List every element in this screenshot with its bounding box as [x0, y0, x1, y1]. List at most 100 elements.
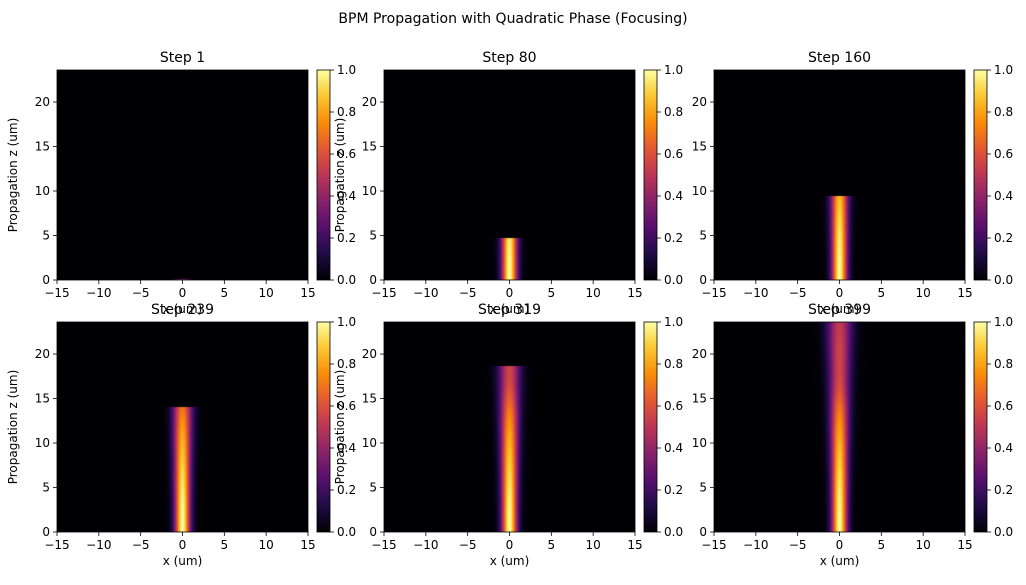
y-tick-label: 20 — [35, 347, 50, 361]
y-tick-label: 5 — [699, 229, 707, 243]
y-tick-label: 5 — [42, 481, 50, 495]
colorbar — [643, 321, 658, 533]
y-tick-label: 15 — [362, 392, 377, 406]
heatmap-image — [57, 322, 308, 532]
x-tick-label: −10 — [743, 286, 768, 300]
colorbar-tick-label: 0.0 — [664, 273, 683, 287]
y-tick-label: 0 — [699, 525, 707, 539]
x-axis-label: x (um) — [820, 302, 860, 316]
y-tick-label: 20 — [692, 95, 707, 109]
colorbar-tick-label: 0.6 — [664, 399, 683, 413]
colorbar-tick-label: 1.0 — [337, 315, 356, 329]
y-axis-label: Propagation z (um) — [333, 370, 347, 485]
x-tick-label: 15 — [300, 538, 315, 552]
x-tick-label: −15 — [44, 286, 69, 300]
y-axis-label: Propagation z (um) — [333, 118, 347, 233]
y-tick-label: 5 — [42, 229, 50, 243]
colorbar-tick-label: 1.0 — [664, 315, 683, 329]
x-axis-label: x (um) — [490, 554, 530, 568]
heatmap-image — [384, 322, 635, 532]
colorbar-tick-label: 0.6 — [664, 147, 683, 161]
x-tick-label: 5 — [548, 538, 556, 552]
colorbar — [973, 321, 988, 533]
x-tick-label: −10 — [86, 286, 111, 300]
x-tick-label: 10 — [916, 286, 931, 300]
colorbar-tick-label: 0.2 — [994, 483, 1013, 497]
colorbar-tick-label: 0.0 — [664, 525, 683, 539]
colorbar-tick-label: 0.8 — [664, 105, 683, 119]
x-tick-label: −15 — [44, 538, 69, 552]
colorbar-tick-label: 0.2 — [337, 231, 356, 245]
subplot-4: Step 239 −15 −10 −5 0 5 10 15 0 5 10 15 20 x (um) Prop… — [6, 302, 356, 568]
y-tick-label: 20 — [362, 347, 377, 361]
colorbar-tick-label: 0.6 — [994, 147, 1013, 161]
colorbar — [643, 69, 658, 281]
x-tick-label: −5 — [789, 286, 807, 300]
x-tick-label: 10 — [259, 286, 274, 300]
y-tick-label: 0 — [369, 273, 377, 287]
colorbar-tick-label: 1.0 — [337, 63, 356, 77]
colorbar-tick-label: 0.0 — [994, 525, 1013, 539]
heatmap-image — [714, 70, 965, 280]
x-axis-label: x (um) — [163, 554, 203, 568]
subplot-title: Step 399 — [808, 302, 871, 318]
subplot-title: Step 80 — [482, 50, 536, 66]
y-tick-label: 10 — [35, 184, 50, 198]
y-tick-label: 20 — [362, 95, 377, 109]
heatmap-image — [714, 322, 965, 532]
colorbar-tick-label: 1.0 — [994, 63, 1013, 77]
x-tick-label: 15 — [627, 286, 642, 300]
x-tick-label: −15 — [701, 538, 726, 552]
colorbar-tick-label: 0.0 — [994, 273, 1013, 287]
colorbar-tick-label: 1.0 — [664, 63, 683, 77]
colorbar-tick-label: 0.2 — [337, 483, 356, 497]
colorbar-tick-label: 0.8 — [337, 357, 356, 371]
x-tick-label: 10 — [586, 538, 601, 552]
heatmap-image — [384, 70, 635, 280]
subplot-title: Step 160 — [808, 50, 871, 66]
x-tick-label: −10 — [413, 286, 438, 300]
x-tick-label: −15 — [371, 538, 396, 552]
colorbar-tick-label: 0.8 — [664, 357, 683, 371]
y-tick-label: 10 — [692, 436, 707, 450]
colorbar-tick-label: 0.6 — [337, 147, 356, 161]
colorbar — [316, 69, 331, 281]
x-tick-label: 5 — [878, 538, 886, 552]
colorbar-tick-label: 1.0 — [994, 315, 1013, 329]
figure-title: BPM Propagation with Quadratic Phase (Fo… — [338, 11, 687, 27]
colorbar-tick-label: 0.4 — [337, 441, 356, 455]
y-tick-label: 10 — [692, 184, 707, 198]
colorbar-tick-label: 0.4 — [994, 189, 1013, 203]
x-tick-label: 5 — [878, 286, 886, 300]
colorbar-tick-label: 0.4 — [664, 441, 683, 455]
x-tick-label: 0 — [506, 286, 514, 300]
x-tick-label: −15 — [701, 286, 726, 300]
colorbar-tick-label: 0.8 — [994, 105, 1013, 119]
y-tick-label: 10 — [362, 184, 377, 198]
y-tick-label: 10 — [362, 436, 377, 450]
x-tick-label: −10 — [413, 538, 438, 552]
subplot-3: Step 160 −15 −10 −5 0 5 10 15 0 5 10 15 20 x (um) 0.0 0… — [692, 50, 1013, 316]
colorbar — [973, 69, 988, 281]
x-tick-label: −5 — [132, 286, 150, 300]
y-axis-label: Propagation z (um) — [6, 118, 20, 233]
y-tick-label: 15 — [692, 140, 707, 154]
x-tick-label: 10 — [586, 286, 601, 300]
subplot-1: Step 1 −15 −10 −5 0 5 10 15 0 5 10 15 20 x (um) Propag… — [6, 50, 356, 316]
colorbar-tick-label: 0.0 — [337, 273, 356, 287]
y-tick-label: 15 — [35, 140, 50, 154]
x-axis-label: x (um) — [820, 554, 860, 568]
x-tick-label: 0 — [836, 286, 844, 300]
colorbar-tick-label: 0.2 — [664, 231, 683, 245]
x-tick-label: 10 — [916, 538, 931, 552]
colorbar-tick-label: 0.4 — [994, 441, 1013, 455]
x-tick-label: 0 — [506, 538, 514, 552]
subplot-5: Step 319 −15 −10 −5 0 5 10 15 0 5 10 15 20 x (um) Prop… — [333, 302, 683, 568]
colorbar-tick-label: 0.8 — [337, 105, 356, 119]
colorbar-tick-label: 0.6 — [337, 399, 356, 413]
x-tick-label: 5 — [221, 538, 229, 552]
subplot-title: Step 319 — [478, 302, 541, 318]
x-tick-label: −15 — [371, 286, 396, 300]
colorbar-tick-label: 0.4 — [337, 189, 356, 203]
